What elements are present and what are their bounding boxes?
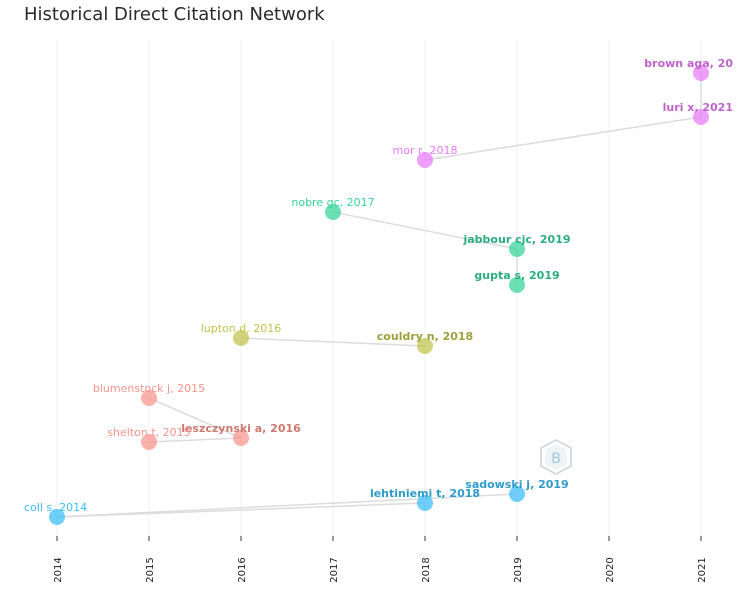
x-axis: 2014 2015 2016 2017 2018 2019 2020 2021 xyxy=(53,536,708,583)
node-brown[interactable] xyxy=(693,65,709,81)
x-tick-label: 2015 xyxy=(145,557,156,582)
node-coll[interactable] xyxy=(49,509,65,525)
node-shelton[interactable] xyxy=(141,434,157,450)
chart-title: Historical Direct Citation Network xyxy=(24,4,325,25)
svg-text:B: B xyxy=(551,451,561,467)
x-tick-label: 2017 xyxy=(329,557,340,582)
citation-edge xyxy=(424,116,702,161)
node-label-leszczynski: leszczynski a, 2016 xyxy=(181,422,301,435)
node-leszczynski[interactable] xyxy=(233,430,249,446)
node-label-couldry: couldry n, 2018 xyxy=(377,330,473,343)
node-label-jabbour: jabbour cjc, 2019 xyxy=(462,233,570,246)
citation-edge xyxy=(148,437,242,443)
node-luri[interactable] xyxy=(693,109,709,125)
node-mor[interactable] xyxy=(417,152,433,168)
node-label-gupta: gupta s, 2019 xyxy=(474,269,559,282)
citation-edge xyxy=(56,493,518,518)
node-label-mor: mor r, 2018 xyxy=(393,144,458,157)
x-tick-label: 2014 xyxy=(53,557,64,582)
node-label-nobre: nobre gc, 2017 xyxy=(291,196,374,209)
citation-edges xyxy=(56,73,702,518)
citation-edge xyxy=(332,211,518,250)
node-label-lupton: lupton d, 2016 xyxy=(201,322,282,335)
node-nobre[interactable] xyxy=(325,204,341,220)
node-label-sadowski: sadowski j, 2019 xyxy=(465,478,568,491)
node-label-shelton: shelton t, 2015 xyxy=(107,426,190,439)
x-tick-label: 2020 xyxy=(605,557,616,582)
node-lupton[interactable] xyxy=(233,330,249,346)
citation-edge xyxy=(56,502,426,518)
citation-edge xyxy=(240,337,426,347)
x-tick-label: 2019 xyxy=(513,557,524,582)
node-jabbour[interactable] xyxy=(509,241,525,257)
node-label-brown: brown aga, 20 xyxy=(644,57,733,70)
node-sadowski[interactable] xyxy=(509,486,525,502)
citation-edge xyxy=(148,397,242,439)
node-labels: brown aga, 20 luri x, 2021 mor r, 2018 nobr… xyxy=(24,57,733,514)
bibliometrix-logo-icon: B xyxy=(540,439,572,475)
x-tick-label: 2021 xyxy=(697,557,708,582)
x-tick-label: 2016 xyxy=(237,557,248,582)
node-label-coll: coll s, 2014 xyxy=(24,501,87,514)
node-label-lehtiniemi: lehtiniemi t, 2018 xyxy=(370,487,480,500)
citation-nodes xyxy=(49,65,709,525)
node-blumenstock[interactable] xyxy=(141,390,157,406)
node-couldry[interactable] xyxy=(417,338,433,354)
node-lehtiniemi[interactable] xyxy=(417,495,433,511)
grid-lines xyxy=(56,40,702,536)
node-gupta[interactable] xyxy=(509,277,525,293)
node-label-luri: luri x, 2021 xyxy=(663,101,733,114)
x-tick-label: 2018 xyxy=(421,557,432,582)
node-label-blumenstock: blumenstock j, 2015 xyxy=(93,382,205,395)
